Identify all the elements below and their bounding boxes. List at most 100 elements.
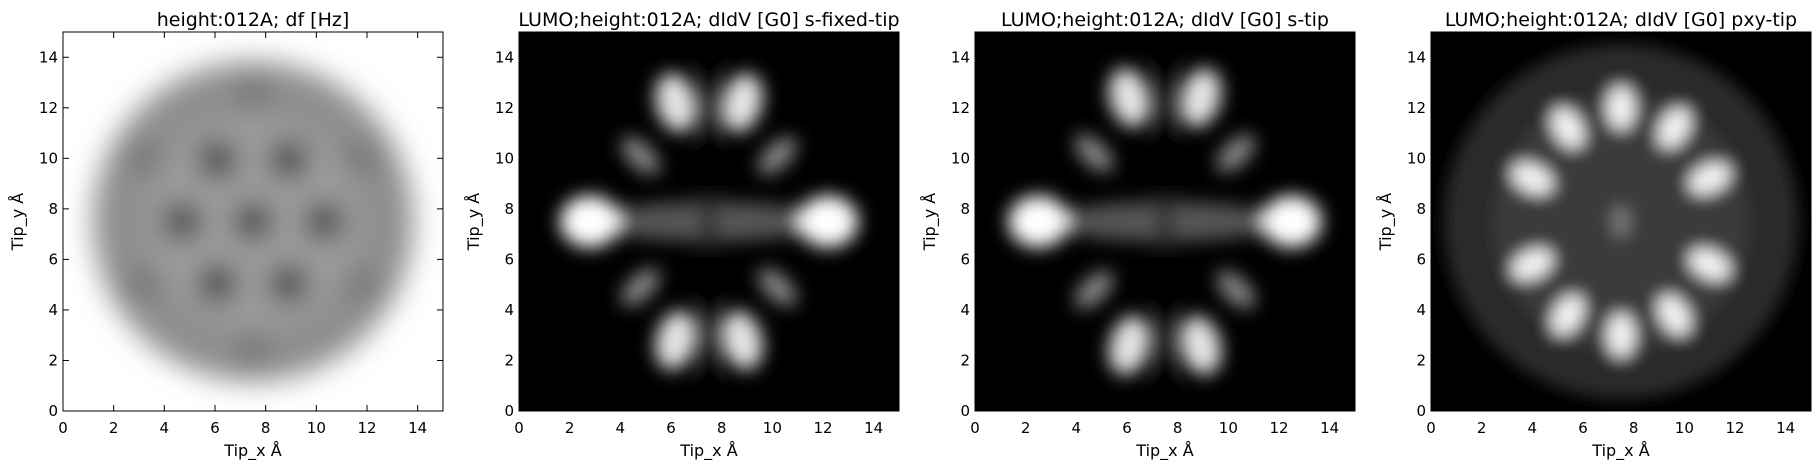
panel-pxy-tip: LUMO;height:012A; dIdV [G0] pxy-tip 0 2 …	[1376, 9, 1812, 461]
x-axis-label: Tip_x Å	[679, 441, 737, 461]
x-tick-label: 14	[864, 419, 883, 437]
axis-ticks	[974, 32, 1355, 412]
y-axis-label: Tip_y Å	[464, 193, 484, 251]
x-axis-label: Tip_x Å	[1591, 441, 1649, 461]
x-tick-label: 6	[1122, 419, 1132, 437]
x-tick-label: 8	[261, 419, 271, 437]
y-tick-label: 12	[951, 99, 970, 117]
y-tick-label: 0	[504, 402, 514, 420]
x-tick-label: 2	[565, 419, 575, 437]
y-tick-label: 12	[495, 99, 514, 117]
heatmap-image	[63, 32, 443, 411]
panel-title: LUMO;height:012A; dIdV [G0] pxy-tip	[1445, 9, 1797, 31]
x-axis-label: Tip_x Å	[223, 441, 281, 461]
y-tick-label: 6	[48, 250, 58, 268]
y-axis-label: Tip_y Å	[1376, 193, 1396, 251]
heatmap-lobe	[1657, 107, 1691, 149]
heatmap-lobe	[1607, 313, 1635, 358]
x-tick-label: 4	[1072, 419, 1082, 437]
y-tick-label: 10	[951, 149, 970, 167]
y-tick-label: 4	[1416, 301, 1426, 319]
heatmap-lobe	[1216, 134, 1256, 173]
x-tick-label: 4	[160, 419, 170, 437]
axis-ticks	[62, 32, 443, 412]
x-tick-label: 6	[666, 419, 676, 437]
axis-ticks	[518, 32, 899, 412]
y-tick-label: 0	[48, 402, 58, 420]
y-tick-label: 14	[1407, 48, 1426, 66]
x-tick-label: 10	[1675, 419, 1694, 437]
axes-frame	[62, 31, 444, 412]
y-tick-label: 8	[504, 200, 514, 218]
x-tick-label: 0	[970, 419, 980, 437]
axes-frame	[1430, 31, 1812, 412]
x-tick-label: 10	[763, 419, 782, 437]
panel-s-tip: LUMO;height:012A; dIdV [G0] s-tip 0 2 4 …	[920, 9, 1356, 461]
heatmap-lobe	[1612, 205, 1630, 238]
x-tick-label: 14	[1776, 419, 1795, 437]
heatmap-dark-spot	[305, 203, 342, 240]
y-tick-label: 10	[495, 149, 514, 167]
heatmap-blur-group	[559, 32, 859, 411]
heatmap-image	[1431, 32, 1811, 411]
y-tick-label: 10	[39, 149, 58, 167]
y-tick-label: 14	[495, 48, 514, 66]
heatmap-blur-group	[1443, 44, 1799, 399]
x-tick-label: 12	[1725, 419, 1744, 437]
x-tick-label: 4	[616, 419, 626, 437]
heatmap-ring-spot	[126, 144, 163, 173]
x-tick-label: 14	[1320, 419, 1339, 437]
x-tick-label: 14	[408, 419, 427, 437]
heatmap-lobe	[1657, 294, 1691, 336]
x-tick-label: 6	[210, 419, 220, 437]
x-tick-label: 8	[1629, 419, 1639, 437]
panel-title: LUMO;height:012A; dIdV [G0] s-fixed-tip	[518, 9, 899, 31]
y-tick-label: 2	[1416, 351, 1426, 369]
heatmap-dark-spot	[270, 141, 307, 178]
heatmap-blur-group	[92, 61, 414, 382]
y-tick-label: 12	[1407, 99, 1426, 117]
heatmap-lobe	[1551, 294, 1585, 336]
heatmap-lobe	[1074, 134, 1114, 173]
heatmap-lobe	[1179, 68, 1222, 128]
x-tick-label: 4	[1528, 419, 1538, 437]
y-tick-label: 6	[960, 250, 970, 268]
x-tick-label: 0	[514, 419, 524, 437]
heatmap-dark-spot	[235, 203, 271, 240]
heatmap-lobe	[559, 195, 620, 248]
heatmap-lobe	[1551, 107, 1585, 149]
heatmap-dark-spot	[164, 203, 201, 240]
heatmap-image	[975, 32, 1355, 411]
heatmap-ring-spot	[126, 270, 163, 299]
x-tick-label: 0	[58, 419, 68, 437]
y-tick-label: 14	[39, 48, 58, 66]
heatmap-lobe	[655, 310, 697, 370]
x-tick-label: 10	[307, 419, 326, 437]
heatmap-lobe	[1607, 85, 1635, 130]
y-axis-label: Tip_y Å	[8, 193, 28, 251]
heatmap-ring-spot	[343, 270, 380, 299]
panel-title: LUMO;height:012A; dIdV [G0] s-tip	[1001, 9, 1329, 31]
heatmap-lobe	[1261, 195, 1322, 248]
y-tick-label: 0	[960, 402, 970, 420]
axis-ticks	[1430, 32, 1811, 412]
heatmap-lobe	[1511, 248, 1554, 281]
heatmap-node-line	[704, 32, 714, 411]
panel-df: height:012A; df [Hz] 0 2 4 6 8 10 12 14 …	[8, 9, 444, 461]
axes-frame	[518, 31, 900, 412]
heatmap-lobe	[655, 73, 697, 133]
heatmap-lobe	[721, 73, 763, 133]
y-tick-label: 6	[504, 250, 514, 268]
axes-frame	[974, 31, 1356, 412]
x-tick-label: 2	[1477, 419, 1487, 437]
heatmap-blur-group	[1008, 32, 1322, 411]
heatmap-dark-spot	[270, 265, 307, 302]
x-tick-label: 10	[1219, 419, 1238, 437]
heatmap-lobe	[621, 137, 660, 175]
y-axis-label: Tip_y Å	[920, 193, 940, 251]
y-tick-label: 4	[960, 301, 970, 319]
x-tick-label: 12	[813, 419, 832, 437]
heatmap-image	[519, 32, 899, 411]
heatmap-node-line	[1160, 32, 1170, 411]
x-tick-label: 12	[1269, 419, 1288, 437]
